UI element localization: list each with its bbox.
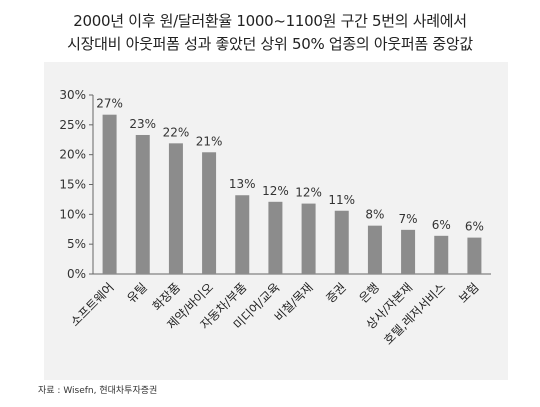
bar-value-label: 12% <box>262 184 289 198</box>
bar <box>168 143 183 274</box>
x-category-label: 유틸 <box>124 280 150 306</box>
bar <box>301 203 316 274</box>
y-tick-label: 5% <box>67 237 86 251</box>
bar-value-label: 6% <box>465 220 484 234</box>
bar-value-label: 21% <box>196 134 223 148</box>
x-category-label: 보험 <box>456 280 482 306</box>
bar-value-label: 8% <box>365 208 384 222</box>
source-note: 자료 : Wisefn, 현대차투자증권 <box>38 386 158 396</box>
bar-value-label: 6% <box>432 218 451 232</box>
x-category-label: 은행 <box>356 280 382 306</box>
y-tick-label: 30% <box>59 88 86 102</box>
chart-panel: 0% 5% 10% 15% 20% 25% 30% 27% 소프트웨어 23% 유틸 22% 화장품 21… <box>44 62 508 380</box>
bar-value-label: 22% <box>163 125 190 139</box>
bar-value-label: 27% <box>96 97 123 111</box>
bar <box>135 134 150 274</box>
bar <box>102 114 117 274</box>
y-tick-label: 0% <box>67 267 86 281</box>
y-tick-label: 10% <box>59 207 86 221</box>
y-tick-label: 15% <box>59 178 86 192</box>
bar <box>401 229 416 274</box>
bar <box>268 201 283 274</box>
bar-value-label: 13% <box>229 177 256 191</box>
y-tick-label: 20% <box>59 148 86 162</box>
x-category-label: 증권 <box>323 280 349 306</box>
chart-title-line-1: 2000년 이후 원/달러환율 1000~1100원 구간 5번의 사례에서 <box>73 12 467 30</box>
y-tick-label: 25% <box>59 118 86 132</box>
bar <box>434 235 449 274</box>
bar <box>334 210 349 274</box>
bar-value-label: 7% <box>399 212 418 226</box>
bar <box>202 152 217 274</box>
bar <box>467 237 482 274</box>
bar-value-label: 12% <box>295 186 322 200</box>
bar-value-label: 11% <box>328 193 355 207</box>
chart-title-line-2: 시장대비 아웃퍼폼 성과 좋았던 상위 50% 업종의 아웃퍼폼 중앙값 <box>67 35 473 53</box>
bar-chart: 0%5%10%15%20%25%30%27%소프트웨어23%유틸22%화장품21… <box>59 88 491 347</box>
bar <box>235 195 250 274</box>
bar <box>367 225 382 274</box>
x-category-label: 소프트웨어 <box>68 280 117 329</box>
bar-value-label: 23% <box>129 117 156 131</box>
